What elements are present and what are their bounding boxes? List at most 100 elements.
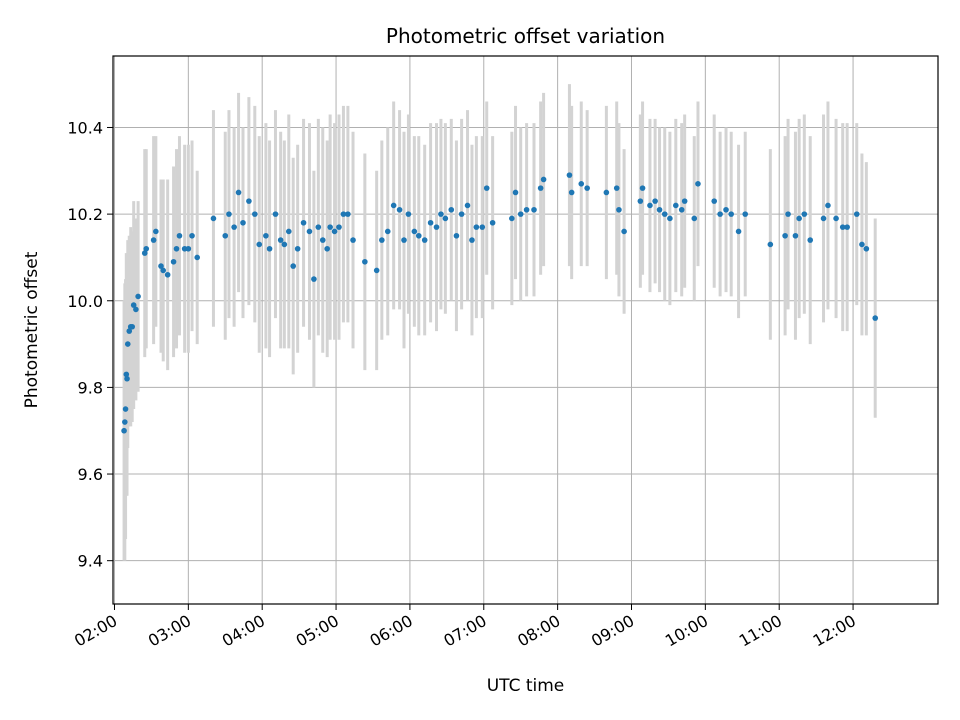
data-point — [256, 241, 263, 248]
data-point — [742, 211, 749, 217]
data-point — [130, 302, 137, 308]
data-point — [189, 232, 195, 239]
data-point — [124, 375, 130, 382]
data-point — [584, 185, 590, 191]
data-point — [411, 228, 418, 235]
y-tick-label: 9.4 — [78, 552, 103, 571]
data-point — [621, 228, 627, 235]
data-point — [681, 198, 688, 204]
data-point — [453, 232, 460, 239]
y-axis-label: Photometric offset — [22, 251, 42, 408]
data-point — [717, 211, 723, 217]
data-point — [637, 198, 644, 204]
data-point — [661, 211, 668, 217]
data-point — [336, 224, 342, 230]
data-point — [796, 215, 802, 222]
data-point — [133, 306, 139, 313]
data-point — [415, 232, 422, 239]
data-point — [844, 224, 850, 230]
data-point — [566, 172, 573, 178]
data-point — [863, 245, 870, 252]
data-point — [240, 219, 246, 226]
data-point — [226, 211, 232, 217]
data-point — [294, 245, 301, 252]
data-point — [266, 245, 273, 252]
data-point — [820, 215, 827, 222]
data-point — [782, 232, 788, 239]
data-point — [540, 176, 547, 183]
data-point — [405, 211, 412, 217]
data-point — [458, 211, 465, 217]
data-point — [479, 224, 486, 230]
data-point — [340, 211, 347, 217]
data-point — [290, 263, 297, 269]
data-point — [327, 224, 333, 230]
data-point — [438, 211, 444, 217]
data-point — [833, 215, 839, 222]
data-point — [531, 206, 537, 213]
data-point — [150, 237, 157, 243]
data-point — [129, 323, 136, 330]
data-point — [785, 211, 791, 217]
data-point — [122, 406, 129, 412]
data-point — [735, 228, 742, 235]
data-point — [311, 276, 317, 282]
data-point — [448, 206, 455, 213]
data-point — [235, 189, 242, 196]
data-point — [185, 245, 192, 252]
data-point — [246, 198, 252, 204]
data-point — [509, 215, 515, 222]
data-point — [489, 219, 496, 226]
data-point — [124, 341, 131, 347]
chart-title: Photometric offset variation — [386, 24, 665, 48]
data-point — [300, 219, 307, 226]
x-axis-label: UTC time — [487, 676, 565, 696]
data-point — [872, 315, 879, 321]
data-point — [807, 237, 814, 243]
data-point — [281, 241, 288, 248]
data-point — [272, 211, 279, 217]
data-point — [210, 215, 217, 222]
data-point — [143, 245, 150, 252]
data-point — [121, 427, 127, 434]
data-point — [464, 202, 471, 209]
data-point — [390, 202, 397, 209]
data-point — [853, 211, 860, 217]
y-tick-label: 10.2 — [67, 205, 103, 224]
data-point — [537, 185, 544, 191]
data-point — [728, 211, 734, 217]
data-point — [231, 224, 237, 230]
data-point — [616, 206, 622, 213]
data-point — [158, 263, 164, 269]
y-tick-label: 10.0 — [67, 292, 103, 311]
data-point — [160, 267, 167, 274]
data-point — [839, 224, 846, 230]
data-point — [396, 206, 403, 213]
y-tick-label: 9.6 — [78, 465, 103, 484]
data-point — [673, 202, 679, 209]
data-point — [153, 228, 159, 235]
data-point — [176, 232, 183, 239]
data-point — [801, 211, 808, 217]
data-point — [373, 267, 380, 274]
data-point — [173, 245, 180, 252]
data-point — [711, 198, 718, 204]
data-point — [222, 232, 229, 239]
data-point — [691, 215, 698, 222]
data-point — [678, 206, 685, 213]
data-points — [121, 172, 879, 434]
data-point — [667, 215, 673, 222]
data-point — [141, 250, 148, 256]
data-point — [652, 198, 658, 204]
data-point — [350, 237, 356, 243]
data-point — [123, 371, 130, 378]
data-point — [469, 237, 475, 243]
data-point — [319, 237, 326, 243]
data-point — [164, 271, 171, 278]
data-point — [568, 189, 575, 196]
data-point — [656, 206, 663, 213]
data-point — [483, 185, 490, 191]
data-point — [135, 293, 141, 300]
data-point — [613, 185, 620, 191]
